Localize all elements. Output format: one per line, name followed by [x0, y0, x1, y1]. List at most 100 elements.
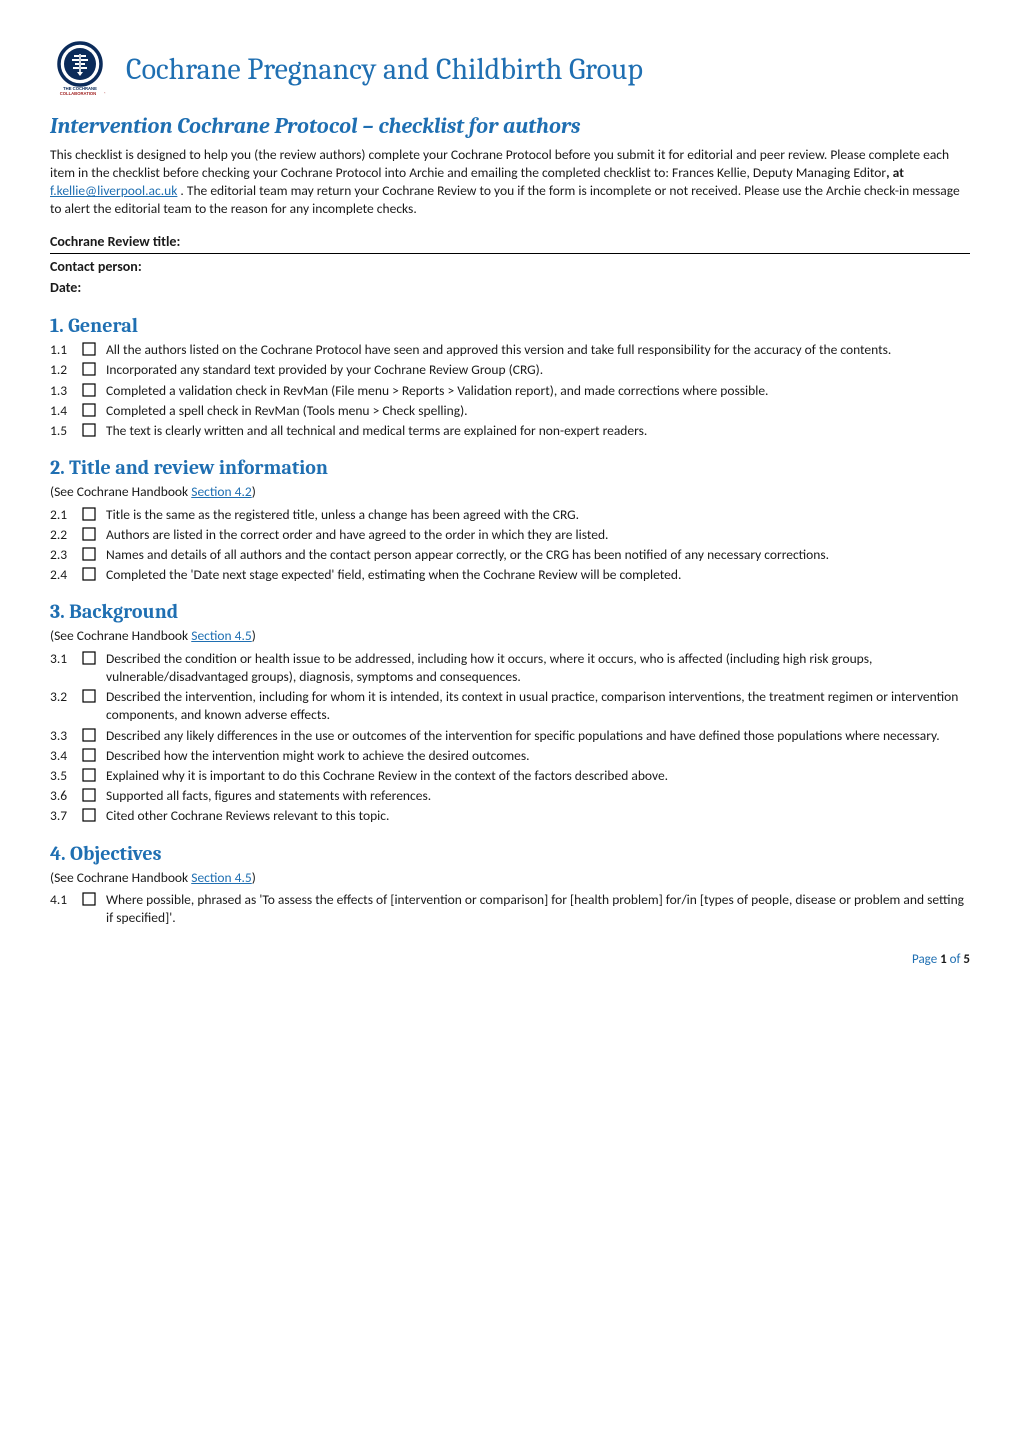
checkbox-icon[interactable]	[82, 891, 106, 906]
contact-person-label: Contact person:	[50, 258, 970, 277]
checkbox-icon[interactable]	[82, 506, 106, 521]
checklist-row: 2.1 Title is the same as the registered t…	[50, 506, 970, 524]
checklist-row: 2.3Names and details of all authors and …	[50, 546, 970, 564]
checklist-row: 1.4 Completed a spell check in RevMan (To…	[50, 402, 970, 420]
handbook-ref-prefix: (See Cochrane Handbook	[50, 483, 191, 500]
checkbox-icon[interactable]	[82, 422, 106, 437]
footer-total-pages: 5	[963, 952, 970, 967]
date-label: Date:	[50, 279, 970, 298]
item-text: Where possible, phrased as 'To assess th…	[106, 891, 970, 927]
footer-of-label: of	[947, 952, 964, 967]
item-number: 3.2	[50, 688, 82, 706]
checkbox-icon[interactable]	[82, 546, 106, 561]
handbook-ref: (See Cochrane Handbook Section 4.2)	[50, 483, 970, 501]
item-text: Supported all facts, figures and stateme…	[106, 787, 970, 805]
checklist-row: 3.3 Described any likely differences in t…	[50, 727, 970, 745]
item-number: 3.6	[50, 787, 82, 805]
item-text: Completed a spell check in RevMan (Tools…	[106, 402, 970, 420]
item-number: 3.4	[50, 747, 82, 765]
header: THE COCHRANE COLLABORATION ® Cochrane Pr…	[50, 40, 970, 100]
item-text: Described the condition or health issue …	[106, 650, 970, 686]
item-number: 1.2	[50, 361, 82, 379]
cochrane-logo: THE COCHRANE COLLABORATION ®	[50, 40, 110, 100]
intro-text-1: This checklist is designed to help you (…	[50, 146, 949, 181]
handbook-ref: (See Cochrane Handbook Section 4.5)	[50, 627, 970, 645]
intro-text-2: . The editorial team may return your Coc…	[50, 182, 960, 217]
checkbox-icon[interactable]	[82, 767, 106, 782]
document-title: Intervention Cochrane Protocol – checkli…	[50, 112, 970, 142]
item-text: Described how the intervention might wor…	[106, 747, 970, 765]
intro-paragraph: This checklist is designed to help you (…	[50, 146, 970, 219]
checklist-row: 2.4Completed the 'Date next stage expect…	[50, 566, 970, 584]
svg-text:COLLABORATION: COLLABORATION	[60, 91, 96, 96]
item-text: Names and details of all authors and the…	[106, 546, 970, 564]
svg-text:®: ®	[104, 92, 106, 96]
footer-page-label: Page	[912, 952, 940, 967]
handbook-ref-link[interactable]: Section 4.5	[191, 869, 252, 886]
checkbox-icon[interactable]	[82, 688, 106, 703]
handbook-ref-link[interactable]: Section 4.5	[191, 627, 252, 644]
handbook-ref-link[interactable]: Section 4.2	[191, 483, 252, 500]
review-title-label: Cochrane Review title:	[50, 233, 970, 252]
checklist-row: 3.7Cited other Cochrane Reviews relevant…	[50, 807, 970, 825]
editor-email-link[interactable]: f.kellie@liverpool.ac.uk	[50, 182, 177, 199]
checklist-row: 3.6 Supported all facts, figures and stat…	[50, 787, 970, 805]
handbook-ref: (See Cochrane Handbook Section 4.5)	[50, 869, 970, 887]
checklist-row: 3.1 Described the condition or health iss…	[50, 650, 970, 686]
item-number: 3.3	[50, 727, 82, 745]
checklist-row: 1.2 Incorporated any standard text provid…	[50, 361, 970, 379]
checkbox-icon[interactable]	[82, 566, 106, 581]
checkbox-icon[interactable]	[82, 382, 106, 397]
section-heading: 4. Objectives	[50, 840, 970, 867]
handbook-ref-suffix: )	[252, 483, 256, 500]
checklist-row: 2.2Authors are listed in the correct ord…	[50, 526, 970, 544]
group-title: Cochrane Pregnancy and Childbirth Group	[126, 50, 643, 91]
checkbox-icon[interactable]	[82, 747, 106, 762]
checklist-row: 4.1 Where possible, phrased as 'To assess…	[50, 891, 970, 927]
checkbox-icon[interactable]	[82, 787, 106, 802]
section-heading: 1. General	[50, 312, 970, 339]
item-text: Described the intervention, including fo…	[106, 688, 970, 724]
section-heading: 3. Background	[50, 598, 970, 625]
item-number: 1.5	[50, 422, 82, 440]
checklist-row: 1.3Completed a validation check in RevMa…	[50, 382, 970, 400]
checklist-row: 1.5 The text is clearly written and all t…	[50, 422, 970, 440]
intro-bold-at: , at	[886, 164, 904, 181]
checkbox-icon[interactable]	[82, 361, 106, 376]
item-text: Described any likely differences in the …	[106, 727, 970, 745]
checklist-row: 3.5 Explained why it is important to do t…	[50, 767, 970, 785]
footer-current-page: 1	[940, 952, 947, 967]
item-text: Cited other Cochrane Reviews relevant to…	[106, 807, 970, 825]
checkbox-icon[interactable]	[82, 807, 106, 822]
item-number: 1.1	[50, 341, 82, 359]
checkbox-icon[interactable]	[82, 727, 106, 742]
handbook-ref-suffix: )	[252, 869, 256, 886]
item-text: Completed the 'Date next stage expected'…	[106, 566, 970, 584]
item-number: 3.1	[50, 650, 82, 668]
checkbox-icon[interactable]	[82, 526, 106, 541]
sections-container: 1. General 1.1 All the authors listed on t…	[50, 312, 970, 927]
handbook-ref-prefix: (See Cochrane Handbook	[50, 627, 191, 644]
item-text: All the authors listed on the Cochrane P…	[106, 341, 970, 359]
item-number: 1.4	[50, 402, 82, 420]
checkbox-icon[interactable]	[82, 341, 106, 356]
item-number: 2.1	[50, 506, 82, 524]
handbook-ref-suffix: )	[252, 627, 256, 644]
item-text: Incorporated any standard text provided …	[106, 361, 970, 379]
item-text: The text is clearly written and all tech…	[106, 422, 970, 440]
checkbox-icon[interactable]	[82, 650, 106, 665]
item-number: 3.5	[50, 767, 82, 785]
checklist-row: 1.1 All the authors listed on the Cochran…	[50, 341, 970, 359]
section-heading: 2. Title and review information	[50, 454, 970, 481]
item-text: Title is the same as the registered titl…	[106, 506, 970, 524]
item-text: Explained why it is important to do this…	[106, 767, 970, 785]
checklist-row: 3.4 Described how the intervention might …	[50, 747, 970, 765]
item-number: 2.2	[50, 526, 82, 544]
item-number: 4.1	[50, 891, 82, 909]
meta-block: Cochrane Review title: Contact person: D…	[50, 233, 970, 299]
checkbox-icon[interactable]	[82, 402, 106, 417]
meta-divider	[50, 253, 970, 254]
handbook-ref-prefix: (See Cochrane Handbook	[50, 869, 191, 886]
item-number: 1.3	[50, 382, 82, 400]
checklist-row: 3.2 Described the intervention, including…	[50, 688, 970, 724]
